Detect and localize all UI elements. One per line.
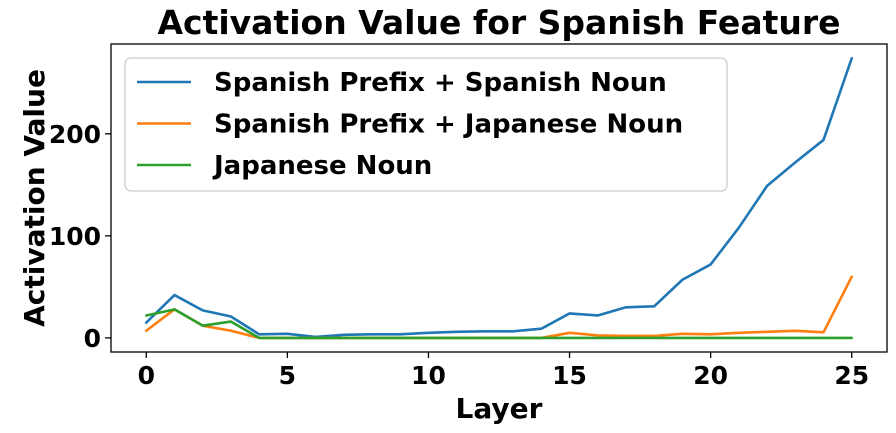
series-line-1 — [144, 56, 854, 339]
x-tick-label: 0 — [138, 361, 155, 390]
x-tick-label: 10 — [411, 361, 446, 390]
x-tick-label: 5 — [279, 361, 296, 390]
axes-frame — [110, 43, 888, 353]
x-axis: 0 5 10 15 20 25 — [138, 352, 869, 390]
y-tick-label: 200 — [49, 120, 101, 149]
chart-title: Activation Value for Spanish Feature — [157, 3, 840, 42]
legend-label: Japanese Noun — [212, 151, 432, 181]
legend: Spanish Prefix + Spanish Noun Spanish Pre… — [124, 57, 728, 192]
series-line-3 — [144, 308, 854, 340]
y-axis: 0 100 200 — [49, 120, 111, 353]
plot-area — [110, 43, 888, 353]
y-tick-label: 0 — [84, 324, 101, 353]
y-tick-label: 100 — [49, 222, 101, 251]
series-layer — [144, 56, 854, 340]
x-tick-label: 25 — [834, 361, 869, 390]
legend-label: Spanish Prefix + Japanese Noun — [214, 110, 683, 140]
x-tick-label: 15 — [552, 361, 587, 390]
x-tick-label: 20 — [693, 361, 728, 390]
y-axis-label: Activation Value — [18, 69, 51, 327]
legend-box — [124, 57, 728, 192]
x-axis-label: Layer — [456, 392, 543, 425]
legend-label: Spanish Prefix + Spanish Noun — [214, 68, 667, 98]
